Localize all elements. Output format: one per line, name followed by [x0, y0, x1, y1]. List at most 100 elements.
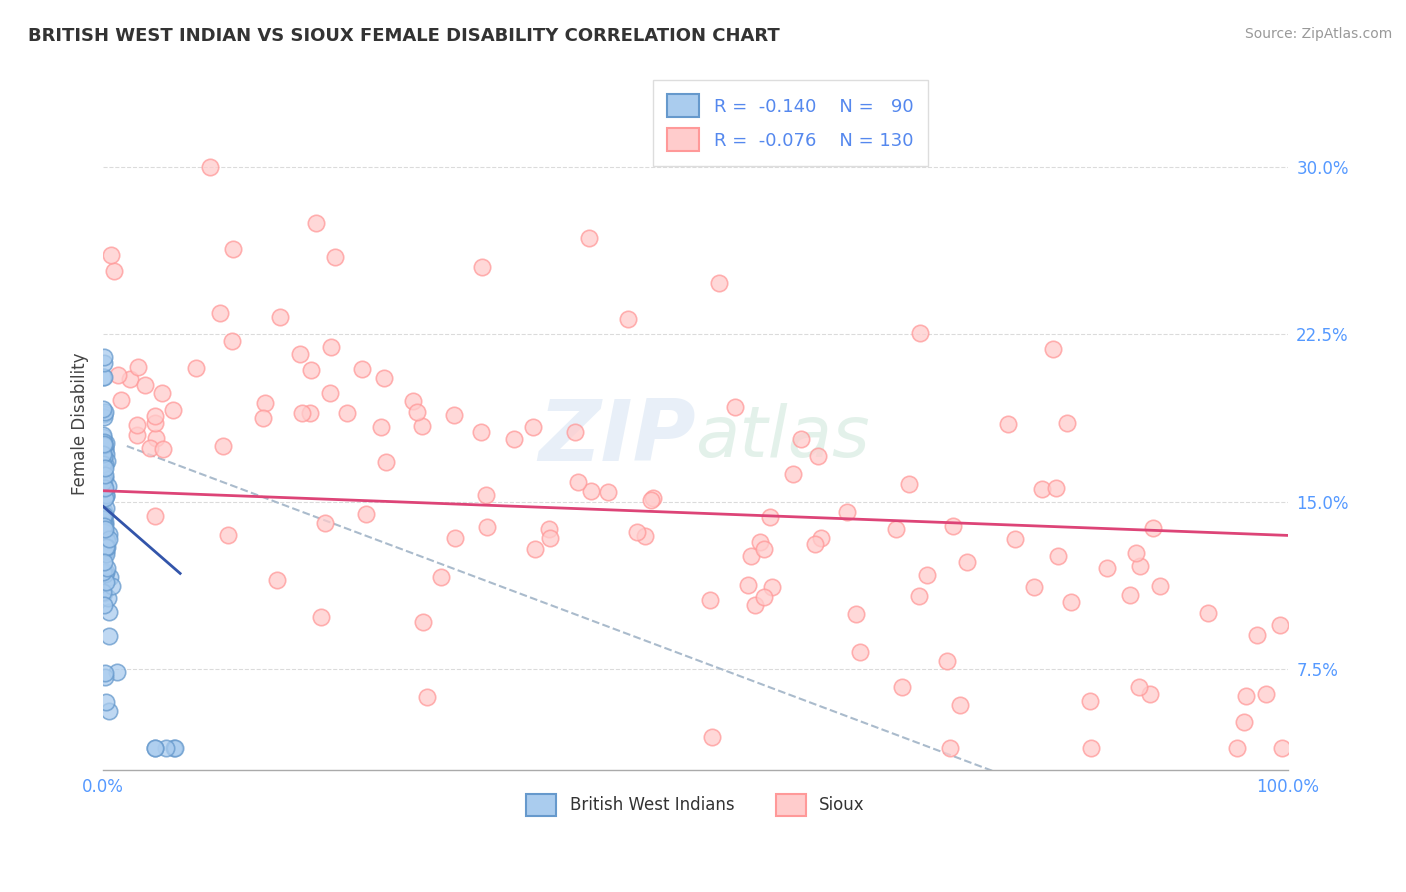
Point — [938, 740, 960, 755]
Point — [222, 242, 245, 256]
Point — [807, 450, 830, 464]
Point — [1022, 580, 1045, 594]
Point — [949, 698, 972, 713]
Point — [269, 310, 291, 324]
Point — [94, 528, 117, 542]
Point — [91, 470, 114, 484]
Point — [94, 471, 117, 485]
Point — [93, 447, 115, 461]
Point — [443, 409, 465, 423]
Point — [93, 599, 115, 613]
Point — [942, 519, 965, 533]
Point — [134, 377, 156, 392]
Point — [94, 532, 117, 546]
Point — [724, 400, 747, 414]
Point — [145, 431, 167, 445]
Point — [94, 461, 117, 475]
Point — [416, 690, 439, 705]
Point — [1080, 740, 1102, 755]
Point — [94, 490, 117, 504]
Point — [1060, 595, 1083, 609]
Point — [155, 740, 177, 755]
Point — [93, 434, 115, 449]
Point — [150, 385, 173, 400]
Text: Source: ZipAtlas.com: Source: ZipAtlas.com — [1244, 27, 1392, 41]
Point — [162, 403, 184, 417]
Point — [1078, 694, 1101, 708]
Point — [127, 359, 149, 374]
Point — [93, 457, 115, 471]
Point — [94, 501, 117, 516]
Point — [373, 371, 395, 385]
Point — [94, 444, 117, 458]
Point — [405, 405, 427, 419]
Point — [314, 516, 336, 530]
Text: BRITISH WEST INDIAN VS SIOUX FEMALE DISABILITY CORRELATION CHART: BRITISH WEST INDIAN VS SIOUX FEMALE DISA… — [28, 27, 780, 45]
Point — [105, 665, 128, 679]
Point — [143, 508, 166, 523]
Point — [93, 408, 115, 422]
Point — [93, 531, 115, 545]
Point — [93, 351, 115, 365]
Point — [266, 573, 288, 587]
Point — [754, 590, 776, 604]
Point — [567, 475, 589, 490]
Point — [323, 250, 346, 264]
Text: atlas: atlas — [696, 403, 870, 472]
Point — [91, 370, 114, 384]
Point — [955, 555, 977, 569]
Point — [93, 515, 115, 529]
Point — [1042, 342, 1064, 356]
Point — [94, 547, 117, 561]
Point — [699, 593, 721, 607]
Point — [810, 531, 832, 545]
Point — [1142, 521, 1164, 535]
Point — [93, 585, 115, 599]
Point — [94, 488, 117, 502]
Point — [1268, 618, 1291, 632]
Point — [91, 447, 114, 461]
Point — [98, 605, 121, 619]
Point — [186, 361, 208, 376]
Point — [1254, 687, 1277, 701]
Point — [354, 507, 377, 521]
Point — [101, 578, 124, 592]
Point — [94, 441, 117, 455]
Point — [804, 537, 827, 551]
Point — [94, 575, 117, 590]
Point — [94, 508, 117, 522]
Point — [375, 455, 398, 469]
Point — [93, 478, 115, 492]
Point — [1045, 481, 1067, 495]
Point — [350, 362, 373, 376]
Point — [212, 440, 235, 454]
Point — [890, 680, 912, 694]
Point — [634, 529, 657, 543]
Point — [700, 730, 723, 744]
Point — [94, 481, 117, 495]
Point — [1139, 687, 1161, 701]
Point — [152, 442, 174, 456]
Point — [471, 260, 494, 275]
Point — [598, 484, 620, 499]
Point — [761, 581, 783, 595]
Point — [1129, 559, 1152, 574]
Point — [96, 561, 118, 575]
Point — [93, 524, 115, 539]
Point — [110, 392, 132, 407]
Point — [537, 522, 560, 536]
Point — [209, 306, 232, 320]
Point — [1128, 681, 1150, 695]
Point — [1046, 549, 1069, 563]
Point — [935, 654, 957, 668]
Point — [564, 425, 586, 439]
Point — [915, 568, 938, 582]
Point — [908, 326, 931, 340]
Point — [737, 578, 759, 592]
Point — [93, 480, 115, 494]
Point — [754, 541, 776, 556]
Point — [319, 340, 342, 354]
Point — [94, 540, 117, 554]
Point — [139, 441, 162, 455]
Point — [221, 334, 243, 348]
